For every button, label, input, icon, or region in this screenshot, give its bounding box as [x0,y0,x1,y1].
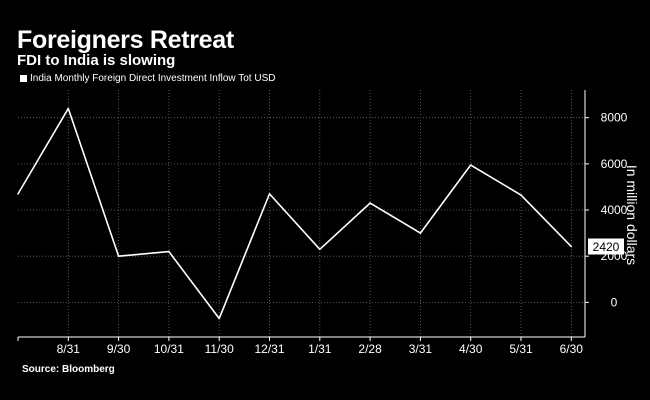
y-tick-label: 8000 [601,111,628,125]
data-point [67,107,70,110]
last-value-label: 2420 [593,240,620,254]
data-point [570,245,573,248]
data-point [419,232,422,234]
x-axis-ticks: 8/31 9/30 10/31 11/30 12/31 1/31 2/28 3/31 4/30 5… [17,337,584,356]
x-tick-label: 8/31 [57,342,81,356]
y-tick-label: 6000 [601,157,628,171]
last-value-label-group: 2420 [588,238,624,255]
x-tick-label: 12/31 [254,342,284,356]
data-point [218,317,220,320]
legend-label: India Monthly Foreign Direct Investment … [30,73,276,84]
chart-subtitle: FDI to India is slowing [17,52,176,69]
x-tick-label: 2/28 [358,342,382,356]
axes [18,90,586,338]
x-tick-label: 3/31 [409,342,433,356]
x-tick-label: 4/30 [459,342,483,356]
series-line [17,107,572,320]
data-point [469,164,472,166]
x-tick-label: 9/30 [107,342,131,356]
y-tick-label: 0 [611,295,618,309]
data-point [369,202,371,204]
x-tick-label: 6/30 [560,342,584,356]
data-point [268,193,271,195]
data-point [17,193,19,195]
data-point [117,255,120,258]
data-point [319,248,321,251]
data-point [520,194,522,196]
y-axis-label: In million dollars [624,165,640,265]
series-layer [17,107,573,320]
x-tick-label: 10/31 [154,342,184,356]
source-note: Source: Bloomberg [22,364,115,375]
data-point [168,250,170,253]
last-value-box [588,238,624,255]
y-tick-label: 4000 [601,203,628,217]
legend-swatch [20,75,27,82]
legend: India Monthly Foreign Direct Investment … [20,73,275,84]
x-tick-label: 5/31 [509,342,533,356]
x-tick-label: 11/30 [205,342,234,356]
x-tick-label: 1/31 [308,342,332,356]
grid-lines [18,90,585,337]
chart-title: Foreigners Retreat [17,26,234,54]
